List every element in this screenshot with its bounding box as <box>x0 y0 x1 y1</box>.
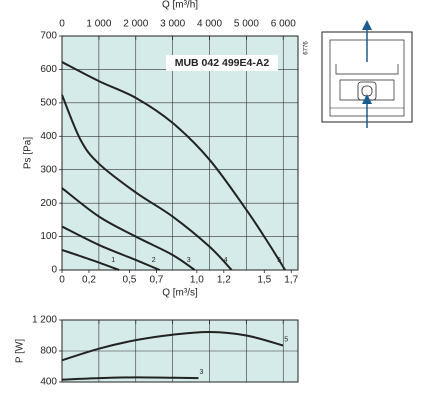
x2-tick-label: 0,5 <box>122 275 136 286</box>
y-tick-label: 300 <box>40 164 57 175</box>
y-tick-label: 600 <box>40 64 57 75</box>
curve <box>61 225 161 271</box>
annotation: 6776 <box>304 41 310 55</box>
y-tick-label: 0 <box>51 265 57 276</box>
chart-title: MUB 042 499E4-A2 <box>175 57 270 69</box>
curve-label: 3 <box>199 369 203 376</box>
y-tick-label: 400 <box>40 131 57 142</box>
y-tick-label: 1 200 <box>32 315 57 326</box>
x-axis-title: Q [m³/h] <box>162 0 198 11</box>
x-tick-label: 3 000 <box>160 19 185 30</box>
curve <box>61 248 120 271</box>
curve <box>61 331 284 362</box>
title-box <box>166 55 278 71</box>
x2-tick-label: 0,2 <box>82 275 96 286</box>
x-tick-label: 2 000 <box>123 19 148 30</box>
x2-axis-title: Q [m³/s] <box>162 288 198 299</box>
curve-label: 3 <box>187 257 191 264</box>
x2-tick-label: 0,7 <box>149 275 163 286</box>
plot-frame <box>61 35 299 271</box>
curve-label: 2 <box>152 257 156 264</box>
x-tick-label: 6 000 <box>271 19 296 30</box>
curve <box>61 94 233 271</box>
y-axis-title: Ps [Pa] <box>23 137 34 169</box>
plot-background <box>62 36 298 270</box>
curve <box>61 376 199 381</box>
unit-schematic <box>321 20 413 128</box>
x2-tick-label: 0 <box>59 275 65 286</box>
curve-label: 4 <box>224 257 228 264</box>
x-tick-label: 1 000 <box>86 19 111 30</box>
x2-tick-label: 1,7 <box>284 275 298 286</box>
x2-tick-label: 1,0 <box>190 275 204 286</box>
curve-label: 5 <box>284 336 288 343</box>
x-tick-label: 5 000 <box>234 19 259 30</box>
x-tick-label: 0 <box>59 19 65 30</box>
curve-label: 1 <box>111 257 115 264</box>
curve <box>61 187 196 271</box>
y-tick-label: 400 <box>40 377 57 388</box>
x2-tick-label: 1,5 <box>257 275 271 286</box>
y-tick-label: 800 <box>40 346 57 357</box>
curve <box>61 61 286 271</box>
x-tick-label: 4 000 <box>197 19 222 30</box>
y-tick-label: 100 <box>40 231 57 242</box>
x2-tick-label: 1,2 <box>217 275 231 286</box>
plot-frame <box>61 319 299 383</box>
y-tick-label: 700 <box>40 31 57 42</box>
y-axis-title: P [W] <box>15 339 26 363</box>
y-tick-label: 200 <box>40 198 57 209</box>
y-tick-label: 500 <box>40 97 57 108</box>
curve-label: 5 <box>277 257 281 264</box>
